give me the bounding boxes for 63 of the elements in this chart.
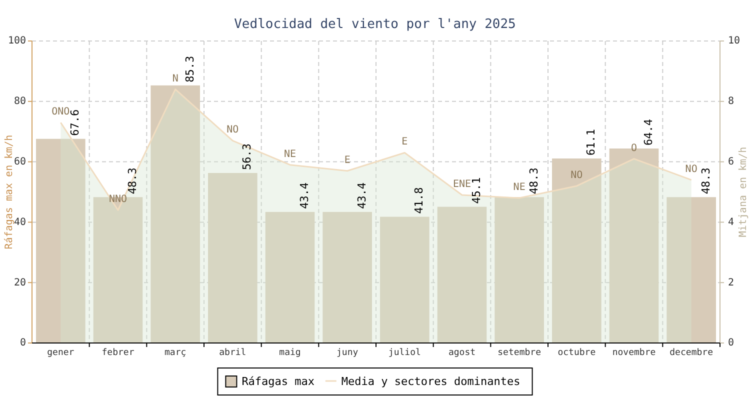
data-label: 85.3	[183, 56, 196, 82]
chart-title: Vedlocidad del viento por l'any 2025	[234, 17, 516, 32]
text: Ráfagas max	[242, 375, 315, 388]
bar	[552, 158, 602, 343]
y2-tick-label: 8	[728, 96, 734, 108]
data-label: NNO	[108, 194, 128, 206]
data-label: E	[402, 136, 408, 148]
data-label: 64.4	[642, 118, 655, 146]
data-label: ENE	[452, 179, 472, 190]
bar	[150, 85, 200, 343]
data-label: NO	[570, 170, 583, 181]
legend-label: Media y sectores dominantes	[341, 375, 520, 388]
data-label: 43.4	[298, 182, 311, 209]
data-label: O	[630, 142, 638, 154]
x-tick-label: novembre	[612, 348, 656, 358]
data-label: NO	[226, 124, 239, 136]
x-tick-label: febrer	[102, 348, 135, 358]
bar	[208, 172, 258, 343]
x-tick-label: gener	[47, 348, 75, 358]
data-label: 43.4	[355, 182, 368, 209]
y-tick-label: 100	[8, 36, 26, 47]
data-label: 45.1	[470, 177, 483, 204]
data-label: 56.3	[240, 143, 254, 170]
x-tick-label: setembre	[498, 348, 542, 358]
bar	[265, 212, 315, 343]
data-label: 48.3	[126, 168, 139, 194]
x-tick-label: maig	[279, 348, 301, 358]
bar	[494, 197, 544, 343]
y-tick-label: 20	[14, 277, 26, 288]
data-label: 41.8	[412, 187, 426, 214]
y2-tick-label: 6	[728, 156, 734, 168]
x-tick-label: agost	[448, 348, 476, 358]
y2-tick-label: 4	[728, 216, 734, 228]
y-axis-title: Ráfagas max en km/h	[4, 134, 15, 250]
x-tick-label: març	[164, 348, 186, 358]
data-label: N	[172, 73, 178, 84]
x-tick-label: abril	[219, 348, 246, 358]
y2-tick-label: 10	[728, 36, 740, 47]
data-label: 48.3	[699, 168, 712, 194]
y2-axis-title: Mitjana en km/h	[738, 146, 749, 238]
data-label: 48.3	[527, 168, 540, 194]
bar	[437, 206, 487, 343]
y-tick-label: 60	[14, 156, 26, 168]
data-label: 67.6	[68, 109, 82, 136]
bar	[666, 197, 716, 343]
bar	[380, 216, 430, 343]
data-label: NE	[513, 182, 526, 194]
x-tick-label: octubre	[558, 348, 596, 358]
data-label: 61.1	[584, 128, 598, 156]
x-tick-label: juliol	[388, 348, 421, 358]
data-label: ONO	[52, 106, 70, 118]
x-tick-label: decembre	[670, 348, 714, 358]
y-tick-label: 40	[14, 216, 26, 228]
data-label: NO	[685, 164, 698, 175]
y2-tick-label: 2	[728, 277, 734, 288]
y2-tick-label: 0	[728, 338, 734, 349]
y-tick-label: 0	[20, 338, 26, 349]
bar	[36, 138, 86, 343]
data-label: E	[344, 154, 350, 166]
bar	[322, 212, 372, 343]
x-tick-label: juny	[336, 348, 359, 358]
y-tick-label: 80	[14, 96, 26, 108]
data-label: NE	[284, 148, 296, 160]
